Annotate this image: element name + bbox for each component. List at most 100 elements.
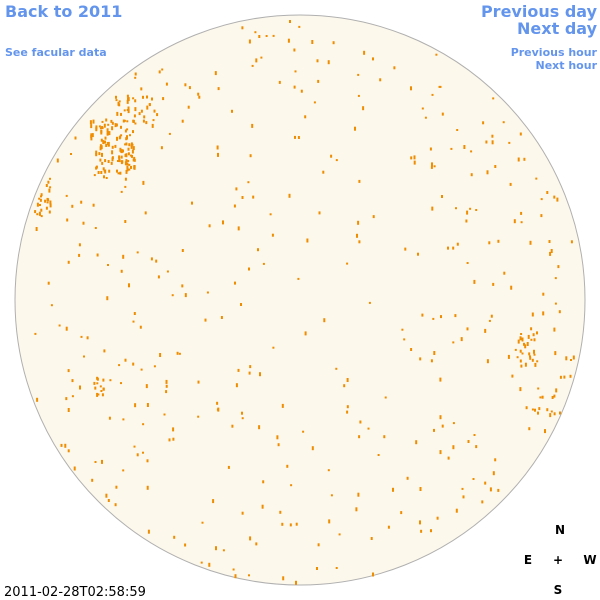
facula-dot [67,449,70,453]
facula-dot [49,200,52,205]
facula-dot [384,396,387,399]
facula-dot [252,195,255,199]
facular-link[interactable]: See facular data [5,46,107,59]
facula-dot [65,326,68,331]
facula-dot [126,167,129,172]
facula-dot [525,406,528,410]
facula-dot [470,150,473,153]
facula-dot [282,576,285,581]
facula-dot [241,411,243,415]
facula-dot [162,97,165,101]
facula-dot [36,213,39,216]
facula-dot [46,201,49,204]
facula-dot [49,177,51,180]
facula-dot [131,154,133,158]
facula-dot [122,469,125,472]
facula-dot [184,293,187,298]
facula-dot [38,211,41,216]
facula-dot [97,171,100,174]
facula-dot [338,533,341,536]
facula-dot [441,424,444,428]
facula-dot [130,165,132,169]
facula-dot [65,397,68,401]
facula-dot [142,180,145,185]
facula-dot [262,262,265,265]
facula-dot [115,123,118,127]
facula-dot [86,336,89,340]
next-day-link[interactable]: Next day [517,19,598,38]
facula-dot [117,160,119,162]
facula-dot [125,169,128,174]
facula-dot [45,184,48,187]
facula-dot [289,523,292,527]
facula-dot [136,453,139,457]
facula-dot [212,499,215,504]
facula-dot [181,284,184,288]
facula-dot [367,427,370,430]
facula-dot [259,372,261,377]
facula-dot [258,35,261,38]
facula-dot [249,365,252,369]
facula-dot [96,253,99,257]
facula-dot [132,146,135,151]
facula-dot [413,155,416,160]
facula-dot [94,386,97,390]
back-link[interactable]: Back to 2011 [5,2,122,21]
facula-dot [98,125,101,128]
facula-dot [235,187,238,191]
facula-dot [546,191,549,194]
facula-dot [455,508,458,513]
facula-dot [317,543,320,547]
facula-dot [201,521,204,524]
facula-dot [120,112,122,116]
facula-dot [99,146,102,151]
facula-dot [358,435,361,439]
facula-dot [217,152,219,157]
facula-dot [188,86,191,90]
facula-dot [95,150,98,155]
facula-dot [304,115,307,119]
facula-dot [71,395,74,398]
facula-dot [110,119,113,123]
facula-dot [269,213,272,216]
facula-dot [524,362,527,367]
facula-dot [549,413,552,418]
facula-dot [103,349,106,353]
next-hour-link[interactable]: Next hour [536,59,598,72]
facula-dot [362,106,365,111]
facula-dot [131,149,134,154]
facula-dot [139,325,142,329]
facula-dot [241,511,244,515]
facula-dot [558,310,561,314]
facula-dot [257,248,259,252]
facula-dot [254,31,257,34]
facula-dot [134,72,137,76]
facula-dot [101,152,103,157]
previous-day-link[interactable]: Previous day [481,2,598,21]
facula-dot [248,267,250,271]
facula-dot [157,275,160,279]
facula-dot [105,144,108,147]
facula-dot [537,411,539,415]
facula-dot [115,485,118,489]
facula-dot [99,127,102,130]
facula-dot [529,240,532,245]
facula-dot [234,574,237,579]
facula-dot [101,127,104,130]
facula-dot [120,382,122,385]
facula-dot [100,390,103,392]
facula-dot [251,123,254,128]
facula-dot [176,351,179,355]
facula-dot [107,264,109,266]
facula-dot [128,143,131,147]
facula-dot [128,163,131,166]
facula-dot [92,119,95,124]
facula-dot [132,362,135,366]
facula-dot [300,89,303,93]
facula-dot [35,227,38,231]
facula-dot [104,169,107,174]
previous-hour-link[interactable]: Previous hour [511,46,598,59]
facula-dot [313,101,316,104]
facula-dot [133,114,136,118]
